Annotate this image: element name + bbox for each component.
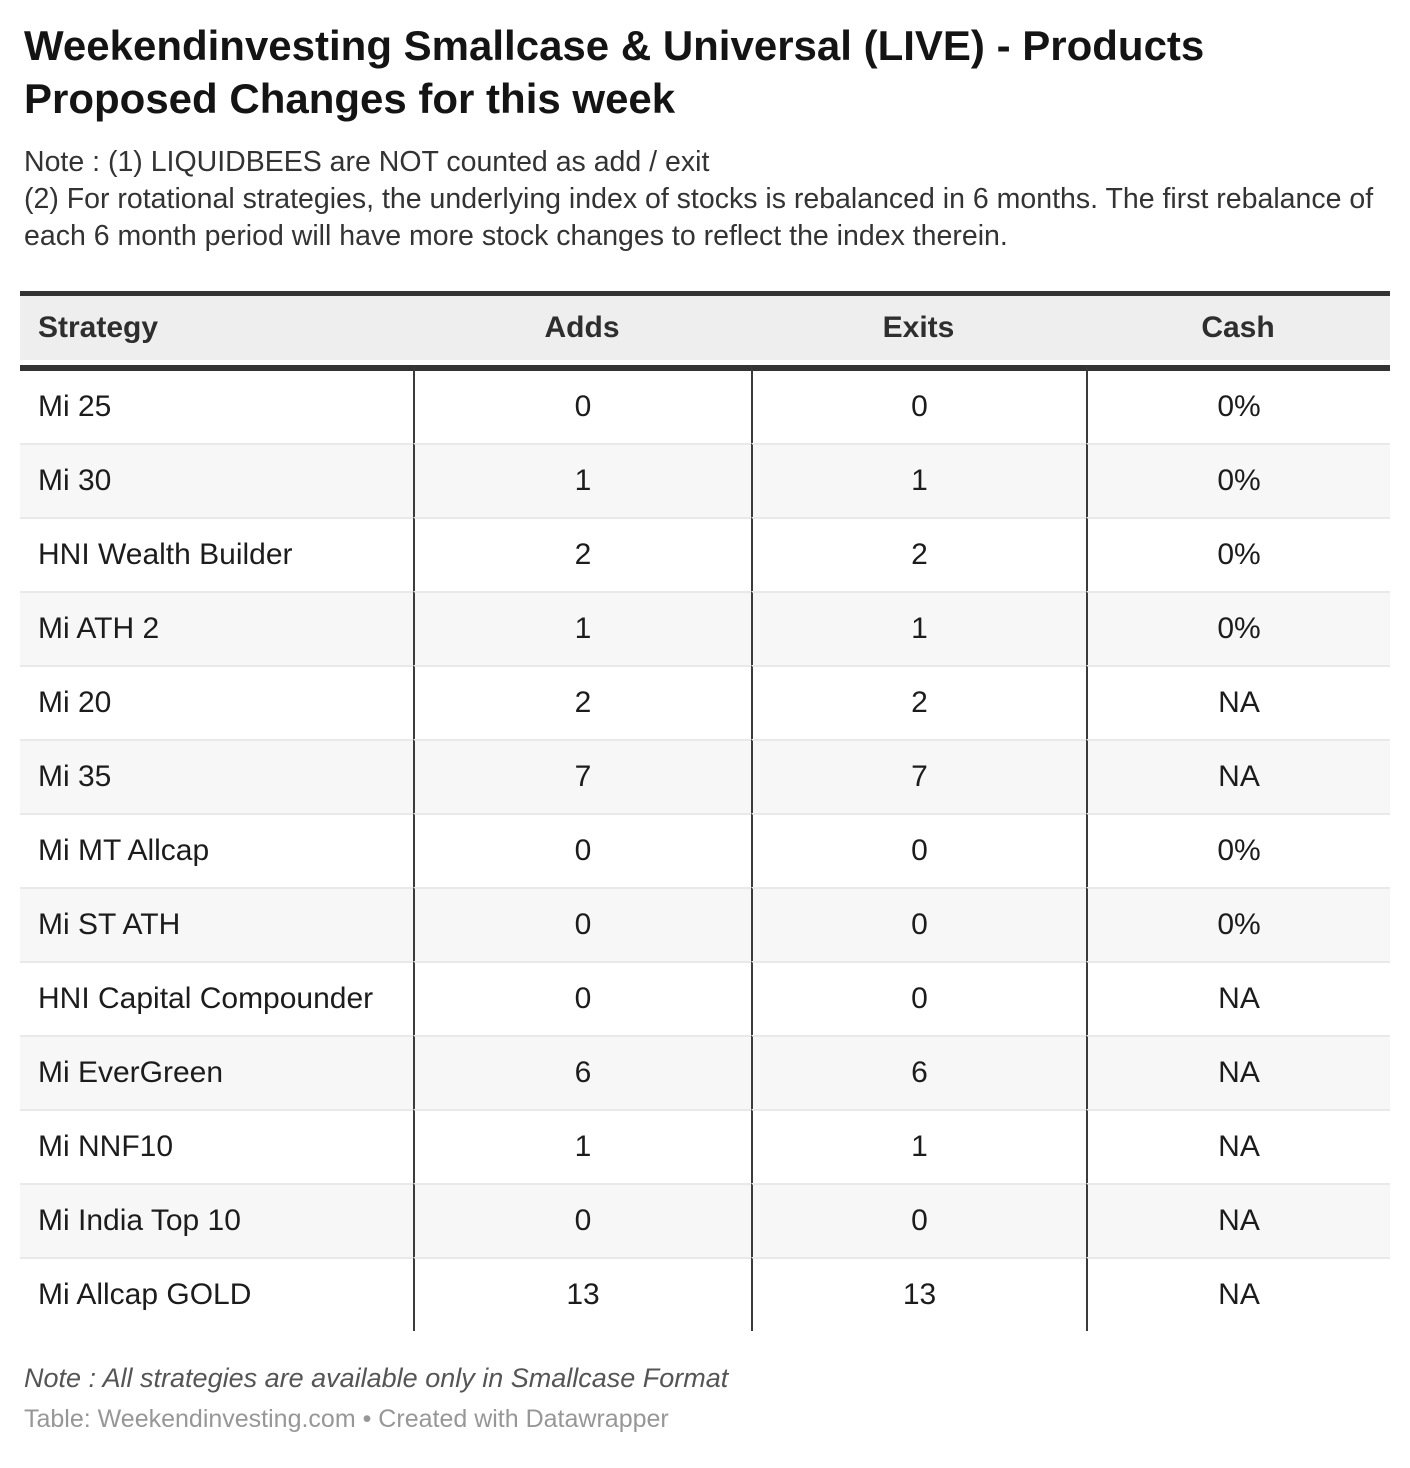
table-row: Mi 30 1 1 0% bbox=[20, 442, 1390, 517]
cell-adds: 0 bbox=[413, 364, 751, 443]
cell-cash: 0% bbox=[1086, 590, 1390, 665]
cell-strategy: Mi 20 bbox=[20, 664, 413, 739]
cell-strategy: Mi ST ATH bbox=[20, 886, 413, 961]
cell-adds: 0 bbox=[413, 960, 751, 1035]
cell-strategy: HNI Capital Compounder bbox=[20, 960, 413, 1035]
cell-cash: NA bbox=[1086, 664, 1390, 739]
table-row: Mi Allcap GOLD 13 13 NA bbox=[20, 1256, 1390, 1331]
table-row: Mi 25 0 0 0% bbox=[20, 364, 1390, 443]
table-row: Mi EverGreen 6 6 NA bbox=[20, 1034, 1390, 1109]
note-line-2: (2) For rotational strategies, the under… bbox=[24, 182, 1374, 252]
products-table: Strategy Adds Exits Cash Mi 25 0 0 0% Mi… bbox=[20, 290, 1390, 1331]
table-row: HNI Wealth Builder 2 2 0% bbox=[20, 516, 1390, 591]
cell-strategy: Mi EverGreen bbox=[20, 1034, 413, 1109]
cell-strategy: Mi NNF10 bbox=[20, 1108, 413, 1183]
cell-adds: 6 bbox=[413, 1034, 751, 1109]
cell-exits: 7 bbox=[751, 738, 1086, 813]
cell-strategy: Mi MT Allcap bbox=[20, 812, 413, 887]
cell-exits: 2 bbox=[751, 664, 1086, 739]
cell-adds: 2 bbox=[413, 516, 751, 591]
table-row: HNI Capital Compounder 0 0 NA bbox=[20, 960, 1390, 1035]
cell-adds: 2 bbox=[413, 664, 751, 739]
cell-cash: 0% bbox=[1086, 886, 1390, 961]
cell-exits: 0 bbox=[751, 364, 1086, 443]
cell-exits: 0 bbox=[751, 960, 1086, 1035]
cell-cash: NA bbox=[1086, 1256, 1390, 1331]
column-header-strategy: Strategy bbox=[20, 290, 413, 365]
cell-cash: NA bbox=[1086, 960, 1390, 1035]
cell-exits: 1 bbox=[751, 442, 1086, 517]
cell-exits: 1 bbox=[751, 590, 1086, 665]
datawrapper-table-page: Weekendinvesting Smallcase & Universal (… bbox=[0, 20, 1410, 1434]
table-row: Mi ATH 2 1 1 0% bbox=[20, 590, 1390, 665]
table-row: Mi NNF10 1 1 NA bbox=[20, 1108, 1390, 1183]
cell-exits: 13 bbox=[751, 1256, 1086, 1331]
cell-cash: 0% bbox=[1086, 812, 1390, 887]
cell-exits: 6 bbox=[751, 1034, 1086, 1109]
cell-adds: 1 bbox=[413, 442, 751, 517]
cell-exits: 0 bbox=[751, 812, 1086, 887]
cell-adds: 13 bbox=[413, 1256, 751, 1331]
header-row: Strategy Adds Exits Cash bbox=[20, 290, 1390, 365]
cell-strategy: Mi 25 bbox=[20, 364, 413, 443]
table-row: Mi 35 7 7 NA bbox=[20, 738, 1390, 813]
cell-cash: NA bbox=[1086, 1034, 1390, 1109]
table-row: Mi 20 2 2 NA bbox=[20, 664, 1390, 739]
table-row: Mi MT Allcap 0 0 0% bbox=[20, 812, 1390, 887]
cell-strategy: HNI Wealth Builder bbox=[20, 516, 413, 591]
cell-strategy: Mi 35 bbox=[20, 738, 413, 813]
cell-strategy: Mi Allcap GOLD bbox=[20, 1256, 413, 1331]
cell-strategy: Mi ATH 2 bbox=[20, 590, 413, 665]
footer-note: Note : All strategies are available only… bbox=[24, 1362, 729, 1393]
cell-exits: 0 bbox=[751, 1182, 1086, 1257]
table-row: Mi ST ATH 0 0 0% bbox=[20, 886, 1390, 961]
cell-adds: 1 bbox=[413, 590, 751, 665]
cell-strategy: Mi 30 bbox=[20, 442, 413, 517]
column-header-exits: Exits bbox=[751, 290, 1086, 365]
column-header-adds: Adds bbox=[413, 290, 751, 365]
cell-cash: NA bbox=[1086, 738, 1390, 813]
cell-cash: NA bbox=[1086, 1182, 1390, 1257]
note-line-1: Note : (1) LIQUIDBEES are NOT counted as… bbox=[24, 145, 710, 178]
cell-cash: 0% bbox=[1086, 442, 1390, 517]
cell-cash: NA bbox=[1086, 1108, 1390, 1183]
cell-adds: 0 bbox=[413, 1182, 751, 1257]
cell-adds: 0 bbox=[413, 886, 751, 961]
cell-exits: 1 bbox=[751, 1108, 1086, 1183]
cell-exits: 0 bbox=[751, 886, 1086, 961]
attribution: Table: Weekendinvesting.com • Created wi… bbox=[24, 1404, 669, 1433]
cell-adds: 7 bbox=[413, 738, 751, 813]
cell-cash: 0% bbox=[1086, 364, 1390, 443]
cell-adds: 1 bbox=[413, 1108, 751, 1183]
column-header-cash: Cash bbox=[1086, 290, 1390, 365]
cell-strategy: Mi India Top 10 bbox=[20, 1182, 413, 1257]
cell-cash: 0% bbox=[1086, 516, 1390, 591]
cell-adds: 0 bbox=[413, 812, 751, 887]
page-title: Weekendinvesting Smallcase & Universal (… bbox=[24, 22, 1205, 122]
table-row: Mi India Top 10 0 0 NA bbox=[20, 1182, 1390, 1257]
cell-exits: 2 bbox=[751, 516, 1086, 591]
